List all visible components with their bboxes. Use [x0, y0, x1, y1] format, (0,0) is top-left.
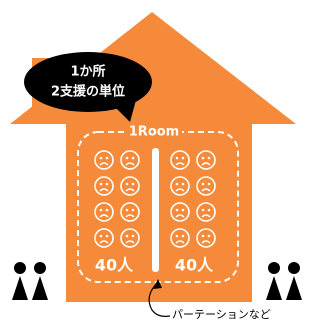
eye [100, 235, 103, 238]
count-label: 40人 [175, 256, 214, 275]
eye [106, 235, 109, 238]
eye [176, 209, 179, 212]
eye [202, 209, 205, 212]
eye [106, 209, 109, 212]
eye [126, 157, 129, 160]
eye [106, 157, 109, 160]
eye [208, 235, 211, 238]
eye [208, 209, 211, 212]
eye [126, 183, 129, 186]
eye [176, 157, 179, 160]
eye [208, 183, 211, 186]
room-label: 1Room [129, 125, 179, 140]
eye [132, 235, 135, 238]
eye [176, 235, 179, 238]
eye [202, 235, 205, 238]
eye [100, 183, 103, 186]
eye [132, 183, 135, 186]
eye [202, 183, 205, 186]
eye [182, 157, 185, 160]
eye [106, 183, 109, 186]
eye [100, 209, 103, 212]
eye [176, 183, 179, 186]
eye [126, 235, 129, 238]
eye [100, 157, 103, 160]
people-left [12, 262, 48, 300]
eye [132, 157, 135, 160]
eye [182, 209, 185, 212]
diagram: 1か所 2支援の単位 1Room 40人 40人 パーテーションなど [0, 0, 304, 322]
page: {"bubble": {"line1": "1か所", "line2": "2支… [0, 0, 304, 322]
bubble-line: 2支援の単位 [51, 84, 125, 100]
eye [208, 157, 211, 160]
eye [202, 157, 205, 160]
partition [152, 148, 159, 272]
bubble-line: 1か所 [70, 64, 105, 80]
annotation: パーテーションなど [172, 308, 271, 321]
eye [126, 209, 129, 212]
eye [182, 235, 185, 238]
eye [132, 209, 135, 212]
people-right [266, 262, 302, 300]
eye [182, 183, 185, 186]
count-label: 40人 [95, 256, 134, 275]
